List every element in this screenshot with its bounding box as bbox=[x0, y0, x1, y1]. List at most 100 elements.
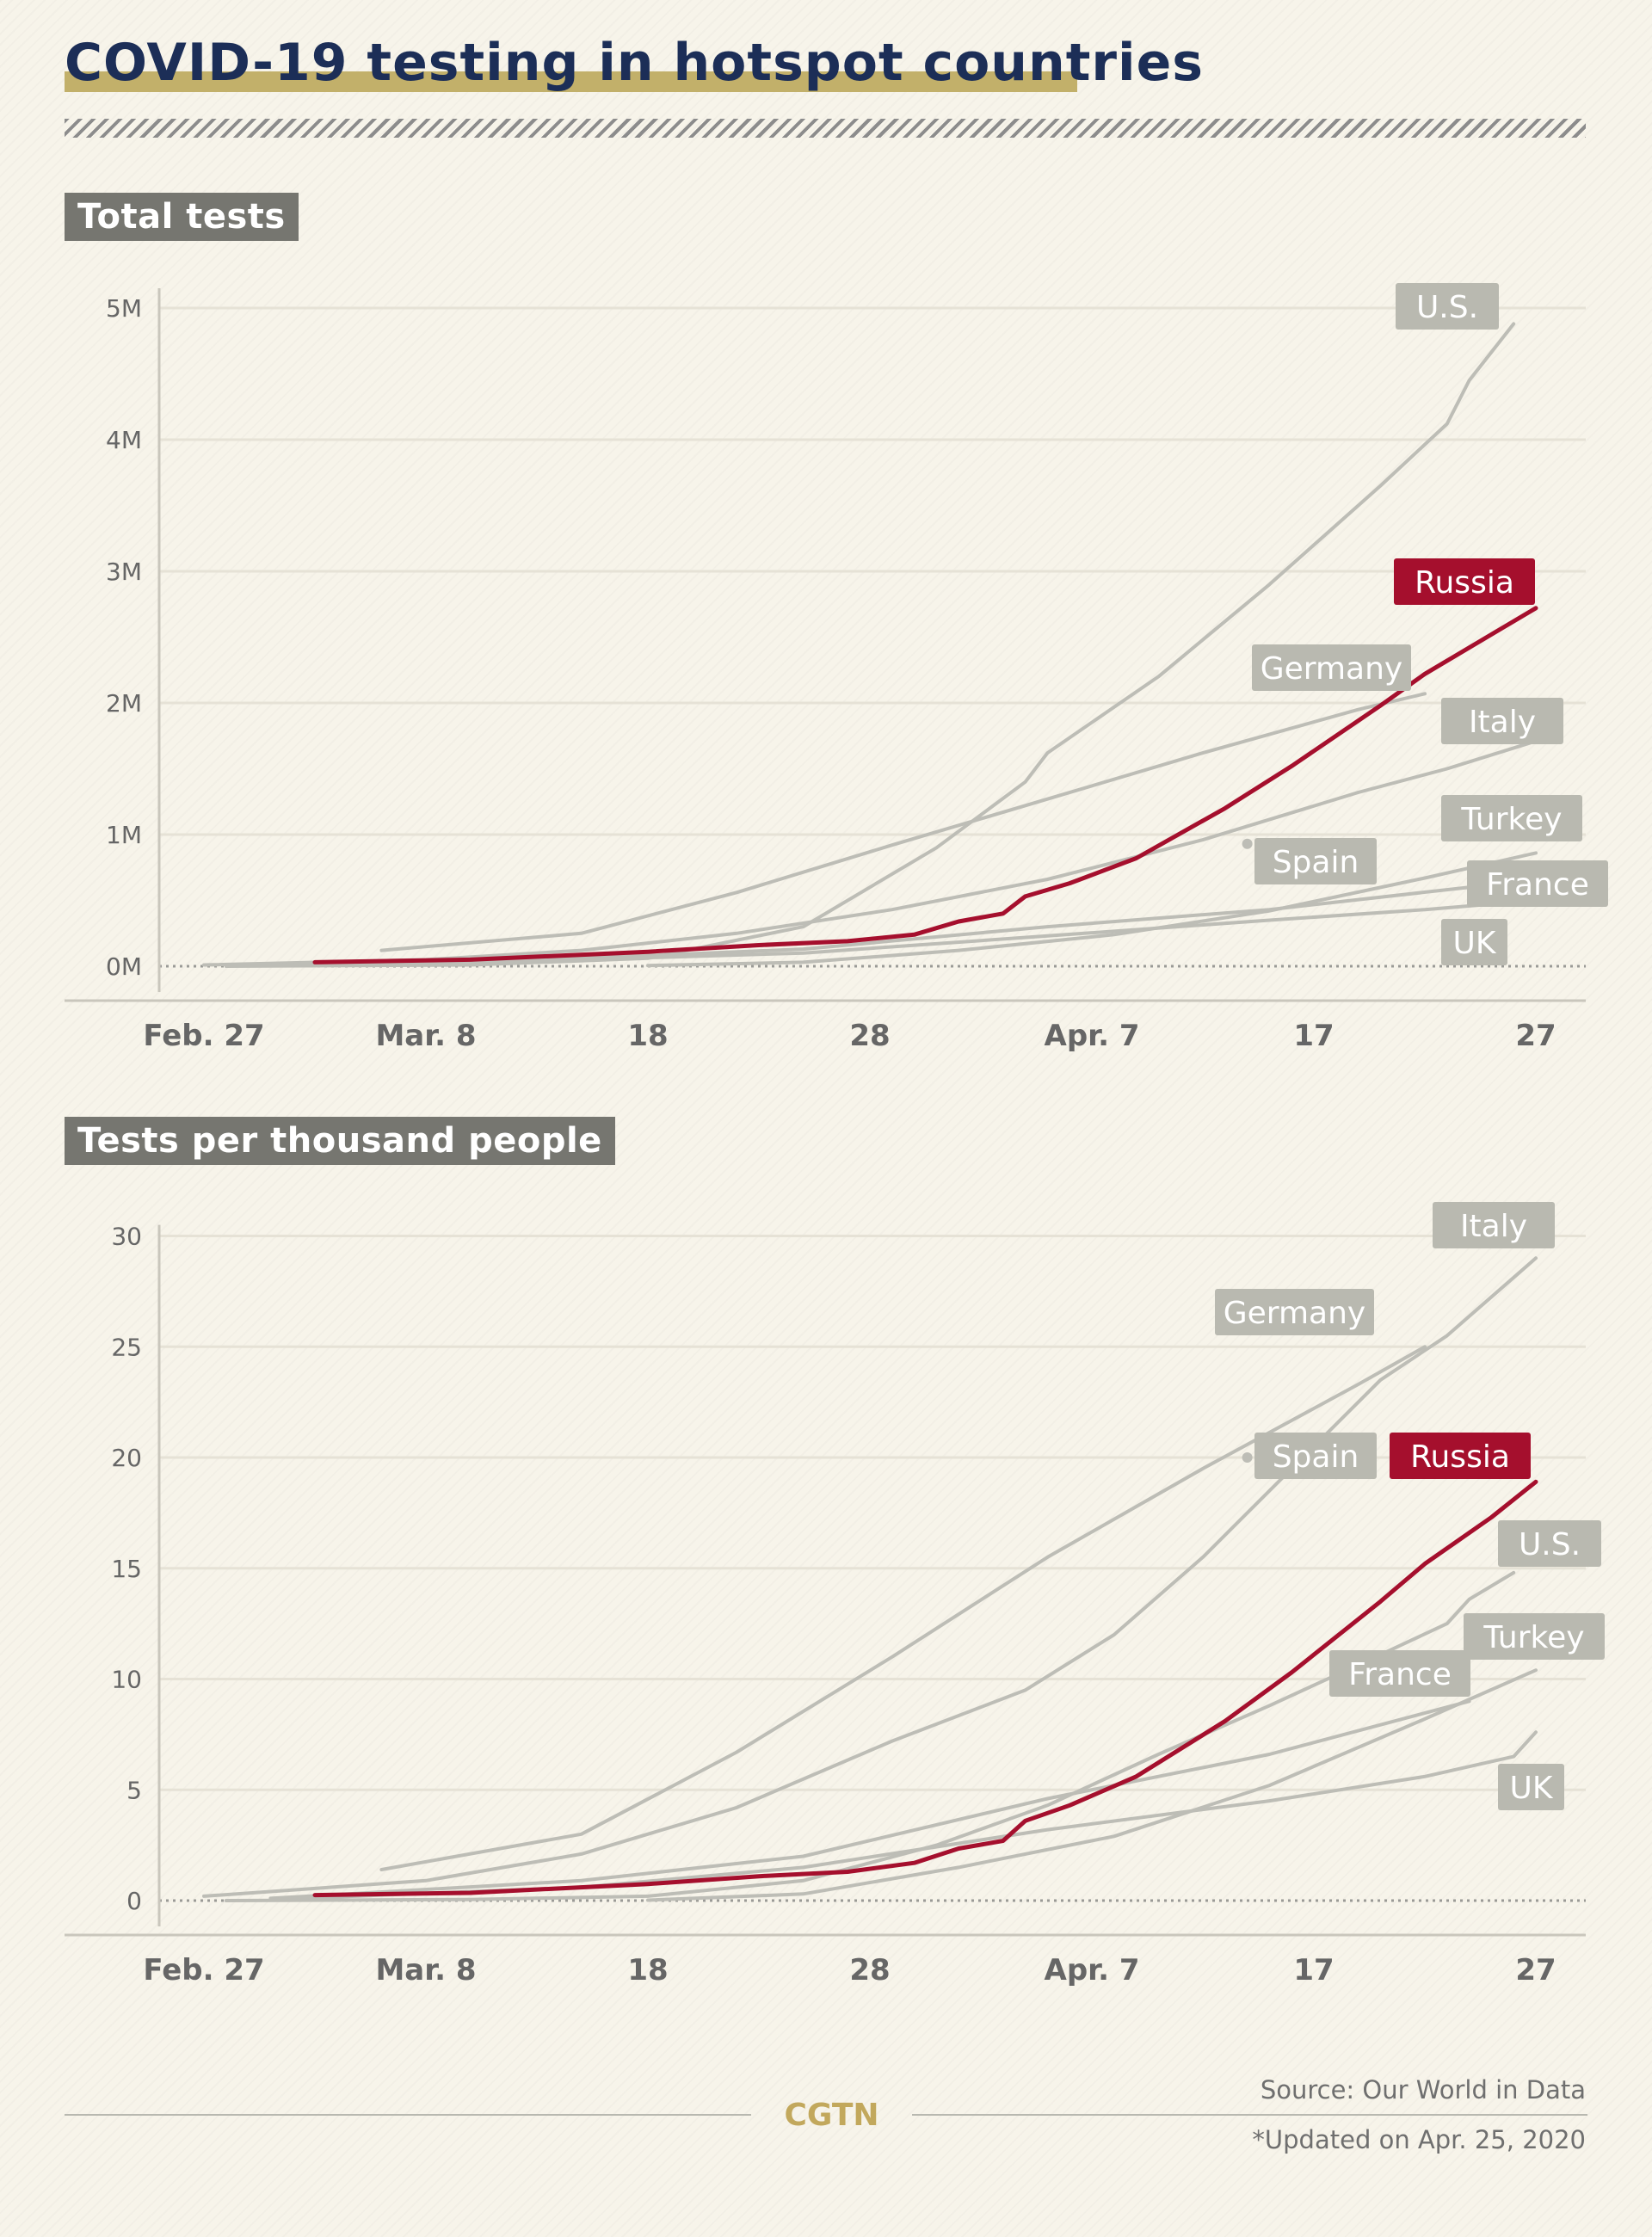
series-label-bg bbox=[1215, 1289, 1374, 1335]
x-tick-label: Mar. 8 bbox=[375, 1953, 476, 1987]
series-label-bg bbox=[1254, 838, 1377, 884]
y-tick-label: 25 bbox=[111, 1333, 142, 1361]
x-tick-label: 17 bbox=[1293, 1019, 1334, 1053]
y-tick-label: 4M bbox=[106, 426, 142, 454]
cgtn-logo: CGTN bbox=[784, 2098, 879, 2133]
series-point-spain bbox=[1242, 838, 1253, 849]
series-label-france: France bbox=[1467, 860, 1608, 907]
series-label-text: Turkey bbox=[1482, 1620, 1584, 1655]
series-label-text: U.S. bbox=[1416, 290, 1478, 325]
series-label-bg bbox=[1394, 558, 1535, 605]
x-tick-label: 27 bbox=[1515, 1953, 1556, 1987]
series-label-text: U.S. bbox=[1519, 1527, 1581, 1562]
series-label-bg bbox=[1433, 1202, 1555, 1248]
y-tick-label: 1M bbox=[106, 821, 142, 849]
y-tick-label: 0M bbox=[106, 952, 142, 981]
series-label-text: France bbox=[1348, 1657, 1452, 1692]
y-tick-label: 2M bbox=[106, 689, 142, 718]
series-label-text: France bbox=[1486, 867, 1589, 903]
series-label-russia: Russia bbox=[1390, 1433, 1531, 1479]
tests-per-thousand-heading: Tests per thousand people bbox=[65, 1117, 615, 1165]
page-title: COVID-19 testing in hotspot countries bbox=[65, 33, 1204, 93]
total-tests-heading: Total tests bbox=[65, 193, 299, 241]
series-line-russia bbox=[312, 606, 1538, 964]
title-underline bbox=[65, 71, 1077, 92]
y-tick-label: 10 bbox=[111, 1666, 142, 1694]
series-label-text: Turkey bbox=[1460, 802, 1562, 837]
series-label-text: Italy bbox=[1469, 705, 1536, 740]
series-label-u-s: U.S. bbox=[1498, 1520, 1601, 1567]
series-label-germany: Germany bbox=[1252, 644, 1411, 691]
x-tick-label: Feb. 27 bbox=[143, 1953, 264, 1987]
series-line-france bbox=[268, 1699, 1471, 1901]
series-label-spain: Spain bbox=[1254, 838, 1377, 884]
series-label-text: Germany bbox=[1261, 651, 1402, 687]
y-tick-label: 20 bbox=[111, 1444, 142, 1472]
x-tick-label: Apr. 7 bbox=[1045, 1953, 1140, 1987]
y-tick-label: 0 bbox=[126, 1887, 142, 1915]
series-label-bg bbox=[1254, 1433, 1377, 1479]
series-label-turkey: Turkey bbox=[1464, 1613, 1605, 1660]
x-tick-label: 28 bbox=[849, 1019, 890, 1053]
y-tick-label: 3M bbox=[106, 558, 142, 586]
series-label-spain: Spain bbox=[1254, 1433, 1377, 1479]
series-label-bg bbox=[1441, 919, 1507, 965]
series-label-text: UK bbox=[1453, 926, 1497, 961]
series-label-bg bbox=[1329, 1650, 1470, 1697]
series-label-russia: Russia bbox=[1394, 558, 1535, 605]
series-label-bg bbox=[1396, 283, 1499, 330]
y-tick-label: 5M bbox=[106, 294, 142, 323]
updated-note: *Updated on Apr. 25, 2020 bbox=[1252, 2125, 1586, 2154]
x-tick-label: 17 bbox=[1293, 1953, 1334, 1987]
x-tick-label: Feb. 27 bbox=[143, 1019, 264, 1053]
series-label-text: Spain bbox=[1273, 1439, 1359, 1475]
series-label-text: Spain bbox=[1273, 845, 1359, 880]
y-tick-label: 30 bbox=[111, 1223, 142, 1251]
series-label-bg bbox=[1252, 644, 1411, 691]
series-line-turkey bbox=[646, 851, 1538, 968]
series-label-bg bbox=[1467, 860, 1608, 907]
source-note: Source: Our World in Data bbox=[1260, 2075, 1586, 2105]
series-line-germany bbox=[379, 1345, 1427, 1871]
series-label-turkey: Turkey bbox=[1441, 795, 1582, 841]
x-tick-label: Apr. 7 bbox=[1045, 1019, 1140, 1053]
footer-rule-right bbox=[912, 2114, 1587, 2116]
series-label-bg bbox=[1464, 1613, 1605, 1660]
series-line-russia bbox=[312, 1479, 1538, 1898]
series-label-uk: UK bbox=[1441, 919, 1507, 965]
series-label-bg bbox=[1498, 1764, 1564, 1810]
total-tests-chart: 0M 1M 2M 3M 4M 5M Feb. 27 Mar. 8 18 28 Apr. 7 17 27 U… bbox=[65, 283, 1608, 1053]
series-label-italy: Italy bbox=[1441, 698, 1563, 744]
series-label-bg bbox=[1441, 795, 1582, 841]
x-tick-label: Mar. 8 bbox=[375, 1019, 476, 1053]
y-tick-label: 5 bbox=[126, 1776, 142, 1804]
series-label-text: Germany bbox=[1224, 1296, 1365, 1331]
series-label-france: France bbox=[1329, 1650, 1470, 1697]
hatched-divider bbox=[65, 119, 1586, 138]
tests-per-thousand-chart: 0 5 10 15 20 25 30 Feb. 27 Mar. 8 18 28 Apr. 7 17 27 I… bbox=[65, 1202, 1605, 1987]
x-tick-label: 18 bbox=[627, 1953, 668, 1987]
x-tick-label: 18 bbox=[627, 1019, 668, 1053]
series-label-bg bbox=[1441, 698, 1563, 744]
series-label-text: Russia bbox=[1410, 1439, 1510, 1475]
series-line-turkey bbox=[646, 1668, 1538, 1902]
x-tick-label: 27 bbox=[1515, 1019, 1556, 1053]
series-line-germany bbox=[379, 692, 1427, 952]
series-line-italy bbox=[202, 1256, 1538, 1898]
series-label-bg bbox=[1390, 1433, 1531, 1479]
series-label-text: UK bbox=[1510, 1771, 1554, 1806]
series-label-uk: UK bbox=[1498, 1764, 1564, 1810]
series-label-bg bbox=[1498, 1520, 1601, 1567]
series-line-france bbox=[268, 885, 1471, 967]
series-label-text: Italy bbox=[1460, 1209, 1527, 1244]
series-point-spain bbox=[1242, 1452, 1253, 1463]
series-line-uk bbox=[268, 898, 1538, 967]
footer-rule-left bbox=[65, 2114, 751, 2116]
series-label-text: Russia bbox=[1415, 565, 1514, 601]
gridlines bbox=[159, 306, 1586, 836]
series-line-italy bbox=[202, 739, 1538, 967]
series-line-u-s bbox=[224, 1570, 1516, 1902]
series-label-germany: Germany bbox=[1215, 1289, 1374, 1335]
x-tick-label: 28 bbox=[849, 1953, 890, 1987]
y-tick-label: 15 bbox=[111, 1555, 142, 1583]
